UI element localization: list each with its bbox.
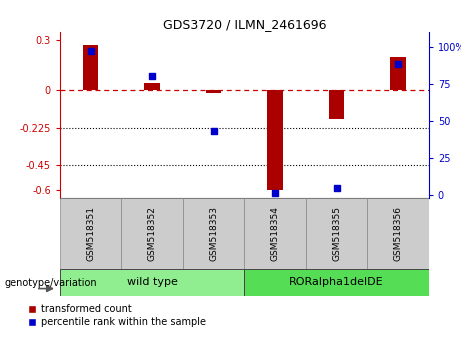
Title: GDS3720 / ILMN_2461696: GDS3720 / ILMN_2461696 (163, 18, 326, 31)
Text: GSM518352: GSM518352 (148, 206, 157, 261)
Text: GSM518356: GSM518356 (394, 206, 402, 261)
Point (210, 129, 217, 134)
Text: GSM518351: GSM518351 (86, 206, 95, 261)
Bar (267, 90, 283, 190)
Bar (390, 57, 406, 90)
Bar (144, 84, 160, 90)
Bar (206, 90, 221, 93)
Point (333, 185, 340, 190)
Bar (329, 90, 344, 119)
Point (87, 48, 95, 54)
Legend: transformed count, percentile rank within the sample: transformed count, percentile rank withi… (28, 304, 206, 327)
Point (148, 74, 156, 79)
Bar (83, 45, 98, 90)
Bar (244, 198, 306, 269)
Text: GSM518354: GSM518354 (271, 206, 279, 261)
Text: GSM518353: GSM518353 (209, 206, 218, 261)
Text: genotype/variation: genotype/variation (5, 278, 97, 288)
Point (272, 191, 279, 196)
Bar (60, 198, 121, 269)
Text: GSM518355: GSM518355 (332, 206, 341, 261)
Point (394, 62, 402, 67)
Bar (244, 269, 429, 296)
Bar (183, 198, 244, 269)
Bar (306, 198, 367, 269)
Text: wild type: wild type (127, 277, 177, 287)
Bar (60, 269, 244, 296)
Text: RORalpha1delDE: RORalpha1delDE (289, 277, 384, 287)
Bar (121, 198, 183, 269)
Bar (367, 198, 429, 269)
